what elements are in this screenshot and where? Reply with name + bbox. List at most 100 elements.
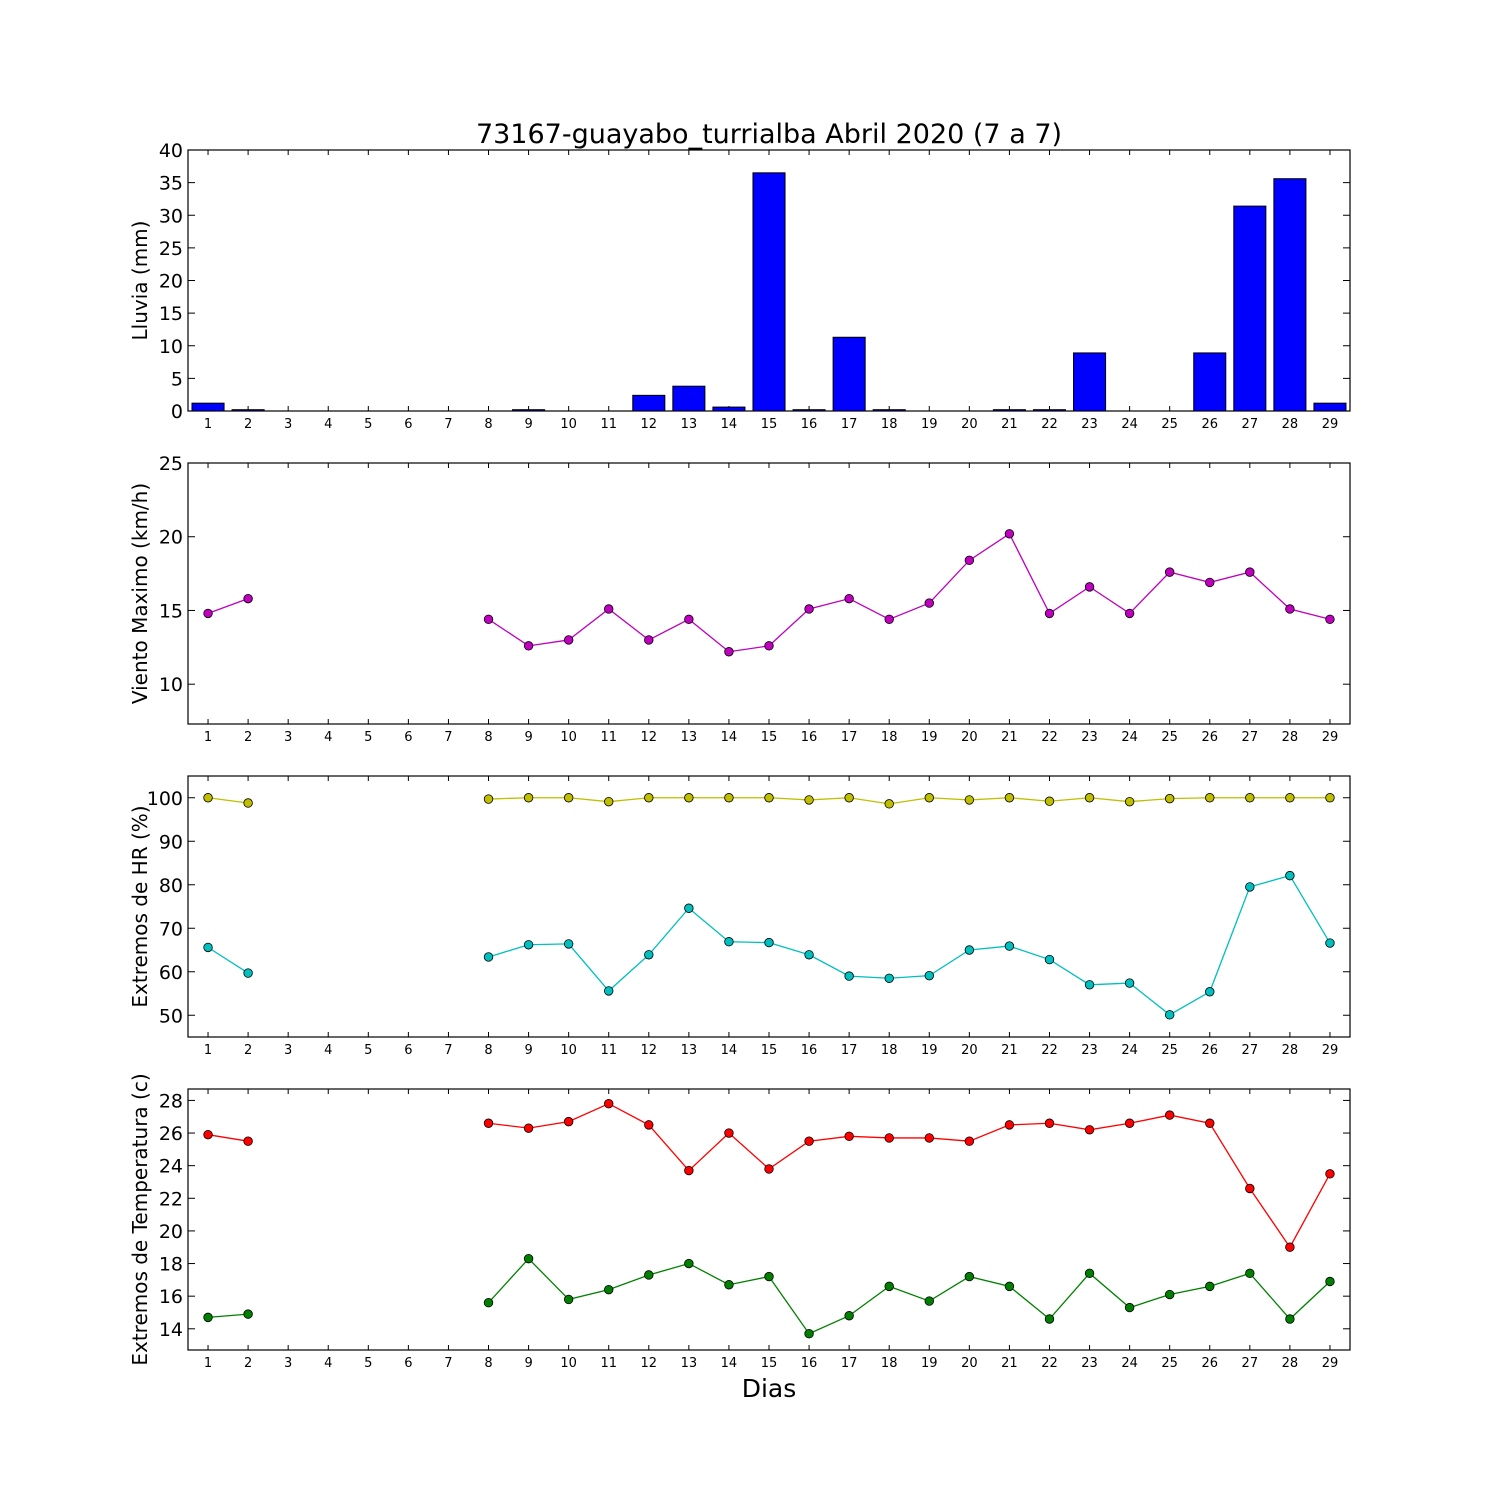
data-point <box>1285 793 1295 803</box>
data-point <box>604 986 614 996</box>
bar <box>1313 402 1347 412</box>
y-tick-label: 14 <box>159 1319 183 1341</box>
x-tick-label: 27 <box>1242 417 1259 432</box>
data-point <box>1044 608 1055 619</box>
data-point <box>1245 1268 1255 1279</box>
y-tick-label: 5 <box>171 368 183 390</box>
series-line <box>207 598 249 615</box>
data-point <box>604 1098 614 1109</box>
data-point <box>1325 1169 1335 1179</box>
data-point <box>483 1118 494 1128</box>
y-tick-label: 15 <box>159 303 183 325</box>
x-tick-label: 20 <box>961 417 978 432</box>
x-tick-label: 21 <box>1001 1356 1018 1371</box>
data-point <box>483 952 494 962</box>
data-point <box>724 793 734 803</box>
x-tick-label: 10 <box>560 1043 577 1058</box>
y-tick-label: 28 <box>159 1090 183 1112</box>
x-tick-label: 5 <box>364 730 372 745</box>
x-tick-label: 20 <box>961 1356 978 1371</box>
x-tick-label: 8 <box>484 730 492 745</box>
data-point <box>604 796 614 807</box>
data-point <box>563 1116 574 1127</box>
x-tick-label: 23 <box>1081 1043 1098 1058</box>
x-tick-label: 10 <box>560 1356 577 1371</box>
data-point <box>1164 1110 1175 1120</box>
data-point <box>684 614 694 625</box>
data-point <box>1084 1125 1095 1135</box>
data-point <box>1124 608 1135 619</box>
data-point <box>1164 1289 1175 1300</box>
data-point <box>1205 577 1215 588</box>
data-point <box>1325 1276 1335 1287</box>
data-point <box>684 793 694 803</box>
x-tick-label: 18 <box>881 1043 898 1058</box>
x-tick-label: 21 <box>1001 1043 1018 1058</box>
x-tick-label: 1 <box>204 1043 212 1058</box>
x-tick-label: 29 <box>1322 730 1339 745</box>
data-point <box>1205 1281 1215 1292</box>
series-line <box>207 797 249 804</box>
x-tick-label: 3 <box>284 417 292 432</box>
x-tick-label: 19 <box>921 1043 938 1058</box>
y-tick-label: 26 <box>159 1123 183 1145</box>
data-point <box>1205 793 1215 803</box>
x-tick-label: 28 <box>1282 730 1299 745</box>
data-point <box>804 1136 814 1146</box>
x-tick-label: 15 <box>761 417 778 432</box>
x-tick-label: 15 <box>761 1356 778 1371</box>
data-point <box>1044 796 1055 806</box>
y-tick-label: 70 <box>159 918 183 940</box>
x-tick-label: 21 <box>1001 730 1018 745</box>
data-point <box>1164 1010 1175 1020</box>
x-tick-label: 25 <box>1161 417 1178 432</box>
data-point <box>203 793 213 803</box>
data-point <box>804 1328 814 1339</box>
data-point <box>924 970 934 981</box>
data-point <box>483 1297 494 1308</box>
data-point <box>563 793 574 803</box>
x-tick-label: 24 <box>1121 730 1138 745</box>
bar <box>752 172 786 412</box>
x-tick-label: 15 <box>761 1043 778 1058</box>
y-tick-label: 60 <box>159 962 183 984</box>
x-tick-label: 6 <box>404 730 412 745</box>
x-tick-label: 25 <box>1161 1043 1178 1058</box>
y-axis-label: Extremos de Temperatura (c) <box>128 1073 152 1365</box>
x-tick-label: 14 <box>721 1356 738 1371</box>
x-tick-label: 14 <box>721 417 738 432</box>
x-tick-label: 18 <box>881 417 898 432</box>
x-tick-label: 12 <box>641 1043 658 1058</box>
data-point <box>684 1165 694 1176</box>
x-tick-label: 7 <box>444 1043 452 1058</box>
x-tick-label: 27 <box>1242 1356 1259 1371</box>
data-point <box>964 1271 975 1282</box>
data-point <box>243 1136 253 1146</box>
data-point <box>203 1129 213 1140</box>
data-point <box>203 942 213 953</box>
x-tick-label: 3 <box>284 1043 292 1058</box>
x-tick-label: 22 <box>1041 1043 1058 1058</box>
y-tick-label: 16 <box>159 1286 183 1308</box>
y-axis-label: Lluvia (mm) <box>128 221 152 341</box>
x-tick-label: 3 <box>284 730 292 745</box>
x-tick-label: 1 <box>204 1356 212 1371</box>
data-point <box>764 793 774 803</box>
data-point <box>1285 1314 1295 1324</box>
plot-frame <box>187 1088 1351 1351</box>
y-tick-label: 22 <box>159 1188 183 1210</box>
data-point <box>523 1253 534 1264</box>
data-point <box>243 798 253 808</box>
data-point <box>844 971 854 981</box>
x-tick-label: 29 <box>1322 417 1339 432</box>
data-point <box>604 604 614 614</box>
x-tick-label: 26 <box>1201 417 1218 432</box>
data-point <box>884 1281 894 1292</box>
data-point <box>924 793 934 803</box>
data-point <box>483 794 494 804</box>
data-point <box>1245 1183 1255 1194</box>
x-tick-label: 27 <box>1242 1043 1259 1058</box>
data-point <box>924 1133 934 1143</box>
bar <box>872 409 906 412</box>
